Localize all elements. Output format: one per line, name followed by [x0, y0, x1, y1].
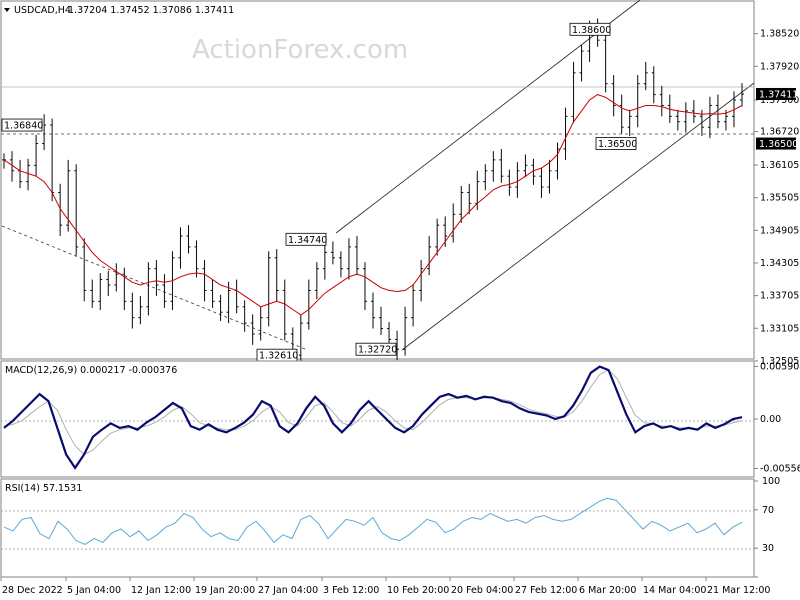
- annotation-box: [355, 342, 397, 356]
- rsi-tick-label: 70: [762, 505, 774, 516]
- price-tick-label: 1.34905: [760, 225, 799, 236]
- rsi-line: [3, 497, 743, 545]
- level-label: 1.36500: [759, 139, 798, 150]
- price-panel-frame: [0, 0, 755, 360]
- price-bars: [2, 18, 744, 367]
- price-annotation: 1.34740: [285, 232, 327, 246]
- price-tick-label: 1.36105: [760, 160, 799, 171]
- macd-tick-label: -0.005563: [760, 463, 800, 474]
- price-tick-label: 1.32505: [760, 356, 799, 367]
- annotation-label: 1.36500: [598, 139, 637, 150]
- price-annotation: 1.36840: [1, 118, 43, 132]
- annotation-label: 1.38600: [572, 25, 611, 36]
- time-tick-label: 14 Mar 04:00: [643, 585, 706, 596]
- dropdown-triangle-icon[interactable]: [4, 8, 10, 12]
- price-annotation: 1.38600: [569, 22, 611, 36]
- macd-panel: MACD(12,26,9) 0.000217 -0.000376 0.00590…: [0, 360, 800, 478]
- rsi-tick-label: 30: [762, 543, 774, 554]
- rsi-title: RSI(14) 57.1531: [5, 483, 82, 494]
- macd-line: [3, 365, 743, 470]
- macd-axis: 0.005908 0.00 -0.005563: [754, 361, 800, 474]
- time-tick-label: 19 Jan 20:00: [195, 585, 255, 596]
- price-annotation: 1.32610: [256, 348, 298, 362]
- symbol-label: USDCAD,H4: [14, 5, 71, 16]
- macd-panel-frame: [0, 360, 755, 478]
- time-tick-label: 5 Jan 04:00: [67, 585, 121, 596]
- annotation-label: 1.34740: [288, 235, 327, 246]
- annotation-label: 1.32610: [259, 351, 298, 362]
- price-tick-label: 1.33105: [760, 323, 799, 334]
- price-tick-label: 1.37300: [760, 95, 799, 106]
- price-tick-label: 1.33705: [760, 291, 799, 302]
- time-tick-label: 20 Feb 04:00: [451, 585, 513, 596]
- macd-tick-label: 0.00: [760, 414, 781, 425]
- channel-lower-line: [401, 82, 755, 351]
- rsi-axis: 100 70 30: [754, 476, 780, 578]
- annotation-label: 1.36840: [4, 121, 43, 132]
- annotation-box: [595, 137, 637, 150]
- moving-average-line: [3, 94, 743, 316]
- annotation-box: [285, 232, 327, 246]
- rsi-tick-label: 100: [762, 476, 780, 487]
- price-tick-label: 1.37920: [760, 61, 799, 72]
- annotation-label: 1.32720: [358, 345, 397, 356]
- level-box: [756, 137, 796, 150]
- time-tick-label: 6 Mar 20:00: [579, 585, 636, 596]
- price-panel: ActionForex.com USDCAD,H4 1.37204 1.3745…: [0, 0, 799, 367]
- macd-signal-line: [3, 369, 743, 456]
- price-tick-label: 1.34305: [760, 258, 799, 269]
- annotation-box: [569, 22, 611, 36]
- current-price-marker: 1.37411: [756, 87, 798, 100]
- price-annotation: 1.32720: [355, 342, 397, 356]
- watermark: ActionForex.com: [192, 35, 408, 65]
- price-tick-label: 1.38520: [760, 29, 799, 40]
- time-tick-label: 12 Jan 12:00: [131, 585, 191, 596]
- rsi-panel: RSI(14) 57.1531 100 70 30: [0, 476, 780, 578]
- time-tick-label: 28 Dec 2022: [2, 585, 63, 596]
- price-axis: 1.38520 1.37920 1.37300 1.36720 1.36105 1.355…: [754, 29, 799, 367]
- current-price-label: 1.37411: [759, 89, 798, 100]
- rsi-panel-frame: [0, 478, 755, 578]
- time-tick-label: 27 Jan 04:00: [258, 585, 318, 596]
- macd-title: MACD(12,26,9) 0.000217 -0.000376: [5, 365, 177, 376]
- current-price-box: [756, 87, 796, 100]
- price-tick-label: 1.35505: [760, 193, 799, 204]
- level-marker: 1.36500: [756, 137, 798, 150]
- price-annotation: 1.36500: [595, 137, 637, 150]
- ohlc-values: 1.37204 1.37452 1.37086 1.37411: [68, 5, 234, 16]
- time-tick-label: 27 Feb 12:00: [515, 585, 577, 596]
- time-axis: 28 Dec 2022 5 Jan 04:00 12 Jan 12:00 19 Jan…: [0, 577, 770, 596]
- time-tick-label: 3 Feb 12:00: [323, 585, 379, 596]
- down-trend-line: [1, 225, 306, 350]
- time-tick-label: 10 Feb 20:00: [387, 585, 449, 596]
- price-annotations: 1.36840 1.32610 1.34740 1.32720 1.38600 1.365…: [1, 22, 637, 362]
- chart-header: USDCAD,H4 1.37204 1.37452 1.37086 1.3741…: [4, 5, 234, 16]
- time-tick-label: 21 Mar 12:00: [707, 585, 770, 596]
- annotation-box: [1, 118, 43, 132]
- price-tick-label: 1.36720: [760, 127, 799, 138]
- macd-tick-label: 0.005908: [760, 361, 800, 372]
